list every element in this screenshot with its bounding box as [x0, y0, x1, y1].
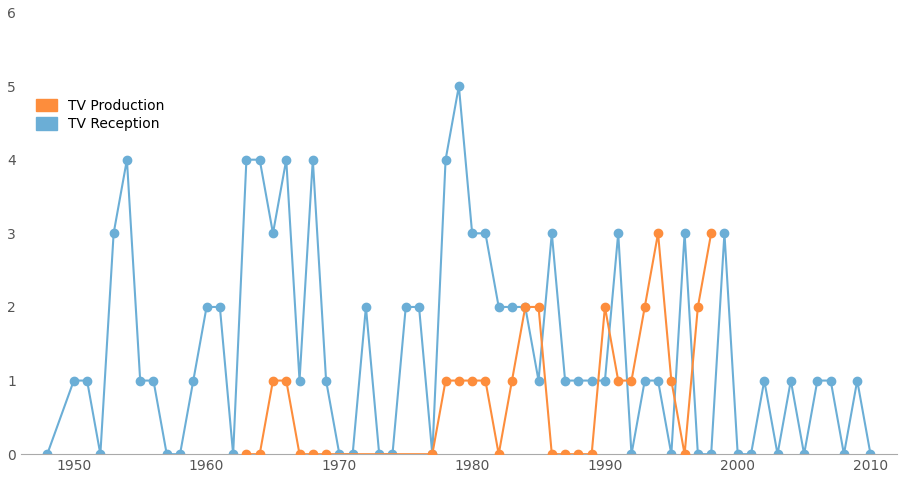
Legend: TV Production, TV Reception: TV Production, TV Reception	[36, 99, 164, 131]
